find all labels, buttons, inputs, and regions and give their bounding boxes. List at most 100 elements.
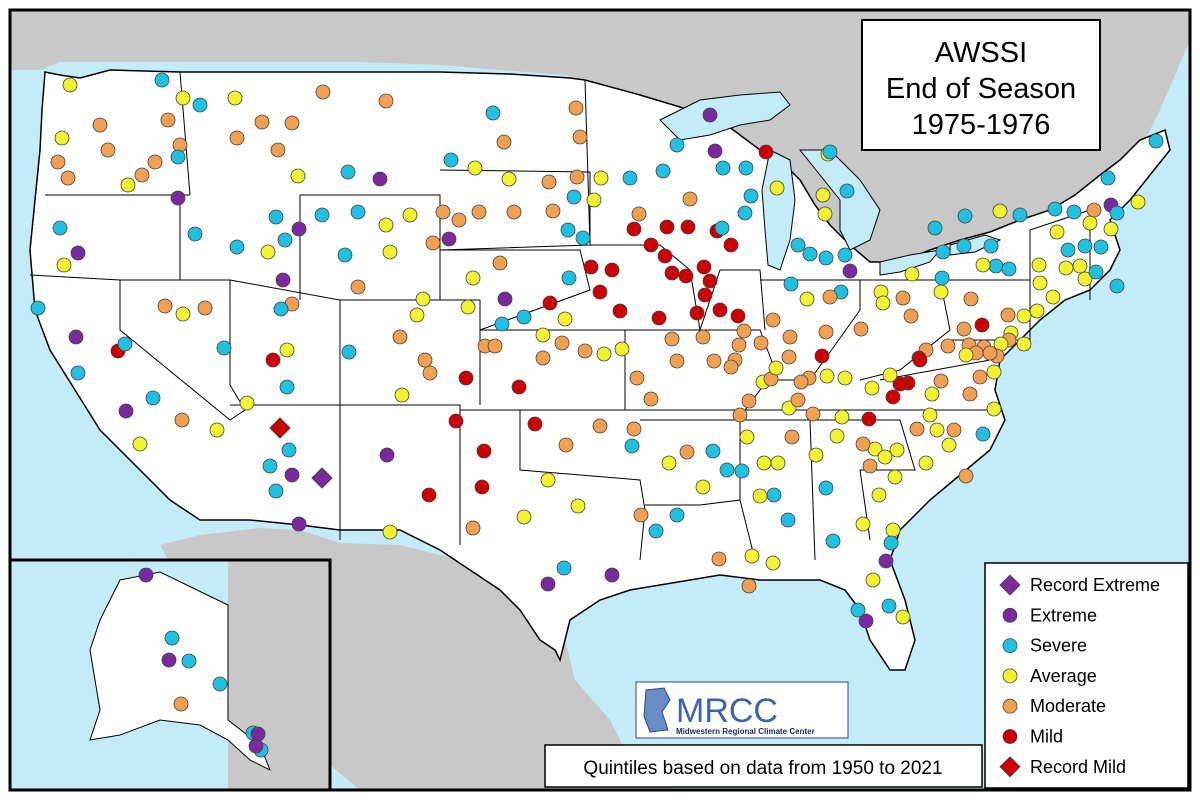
station-marker-severe xyxy=(164,630,180,646)
station-marker-extreme xyxy=(842,263,858,279)
station-marker-moderate xyxy=(465,520,481,536)
station-marker-average xyxy=(739,429,755,445)
station-marker-average xyxy=(54,130,70,146)
station-marker-average xyxy=(885,522,901,538)
station-marker-average xyxy=(209,422,225,438)
station-marker-moderate xyxy=(229,130,245,146)
station-marker-average xyxy=(56,257,72,273)
station-marker-severe xyxy=(780,512,796,528)
station-marker-average xyxy=(501,171,517,187)
station-marker-average xyxy=(382,524,398,540)
station-marker-severe xyxy=(983,238,999,254)
station-marker-severe xyxy=(560,222,576,238)
station-marker-moderate xyxy=(669,353,685,369)
station-marker-average xyxy=(933,284,949,300)
station-marker-extreme xyxy=(291,221,307,237)
station-marker-severe xyxy=(1100,170,1116,186)
station-marker-moderate xyxy=(679,444,695,460)
station-marker-mild xyxy=(604,262,620,278)
station-marker-severe xyxy=(783,276,799,292)
station-marker-moderate xyxy=(506,204,522,220)
station-marker-average xyxy=(382,244,398,260)
station-marker-average xyxy=(614,341,630,357)
lake-erie xyxy=(879,249,942,276)
station-marker-extreme xyxy=(707,143,723,159)
footnote-box: Quintiles based on data from 1950 to 202… xyxy=(544,744,983,788)
legend-label-record-mild: Record Mild xyxy=(1030,757,1126,777)
station-marker-average xyxy=(1077,271,1093,287)
station-marker-severe xyxy=(494,316,510,332)
station-marker-severe xyxy=(485,105,501,121)
station-marker-mild xyxy=(664,265,680,281)
station-marker-extreme xyxy=(379,447,395,463)
station-marker-moderate xyxy=(753,335,769,351)
station-marker-average xyxy=(467,160,483,176)
station-marker-average xyxy=(557,311,573,327)
station-marker-severe xyxy=(268,209,284,225)
station-marker-moderate xyxy=(782,329,798,345)
station-marker-severe xyxy=(1109,205,1125,221)
station-marker-average xyxy=(799,291,815,307)
station-marker-moderate xyxy=(554,335,570,351)
station-marker-average xyxy=(924,386,940,402)
station-marker-severe xyxy=(70,365,86,381)
legend-label-severe: Severe xyxy=(1030,636,1087,656)
station-marker-severe xyxy=(443,152,459,168)
station-marker-severe xyxy=(561,270,577,286)
station-marker-moderate xyxy=(545,203,561,219)
station-marker-severe xyxy=(279,379,295,395)
legend: Record Extreme Extreme Severe Average Modera… xyxy=(984,562,1189,789)
station-marker-severe xyxy=(181,653,197,669)
station-marker-average xyxy=(986,364,1002,380)
station-marker-average xyxy=(865,572,881,588)
station-marker-average xyxy=(279,342,295,358)
station-marker-severe xyxy=(881,598,897,614)
station-marker-moderate xyxy=(535,350,551,366)
station-marker-severe xyxy=(556,560,572,576)
station-marker-average xyxy=(875,295,891,311)
station-marker-average xyxy=(596,346,612,362)
station-marker-moderate xyxy=(173,696,189,712)
station-marker-moderate xyxy=(790,392,806,408)
station-marker-mild xyxy=(680,219,696,235)
station-marker-moderate xyxy=(315,84,331,100)
station-marker-extreme xyxy=(68,329,84,345)
alaska-inset xyxy=(8,558,332,792)
station-marker-extreme xyxy=(284,467,300,483)
station-marker-average xyxy=(744,548,760,564)
station-marker-average xyxy=(62,77,78,93)
station-marker-moderate xyxy=(577,343,593,359)
title-line-2: End of Season xyxy=(886,73,1076,105)
mrcc-logo: MRCC Midwestern Regional Climate Center xyxy=(635,681,849,739)
station-marker-severe xyxy=(229,239,245,255)
station-marker-mild xyxy=(758,144,774,160)
station-marker-average xyxy=(1082,215,1098,231)
station-marker-moderate xyxy=(1000,307,1016,323)
station-marker-average xyxy=(175,306,191,322)
lake-superior xyxy=(659,91,791,141)
station-marker-severe xyxy=(743,188,759,204)
station-marker-severe xyxy=(575,230,591,246)
station-marker-moderate xyxy=(982,345,998,361)
station-marker-severe xyxy=(850,602,866,618)
station-marker-average xyxy=(855,516,871,532)
station-marker-moderate xyxy=(425,235,441,251)
station-marker-moderate xyxy=(157,298,173,314)
station-marker-mild xyxy=(626,221,642,237)
station-marker-mild xyxy=(974,317,990,333)
station-marker-average xyxy=(378,217,394,233)
station-marker-mild xyxy=(659,219,675,235)
station-marker-severe xyxy=(715,160,731,176)
station-marker-mild xyxy=(689,305,705,321)
station-marker-moderate xyxy=(633,507,649,523)
legend-label-record-extreme: Record Extreme xyxy=(1030,575,1160,595)
station-marker-mild xyxy=(474,479,490,495)
station-marker-average xyxy=(661,455,677,471)
station-marker-moderate xyxy=(254,114,270,130)
station-marker-moderate xyxy=(946,422,962,438)
station-marker-average xyxy=(958,347,974,363)
station-marker-extreme xyxy=(497,291,513,307)
station-marker-average xyxy=(570,498,586,514)
station-marker-extreme xyxy=(291,516,307,532)
station-marker-mild xyxy=(885,389,901,405)
